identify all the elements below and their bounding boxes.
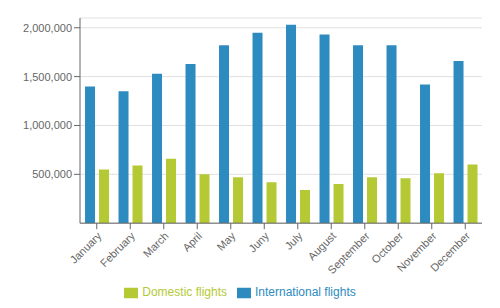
html-text:International flights: International flights bbox=[255, 285, 356, 300]
svg-text:500,000: 500,000 bbox=[32, 168, 72, 180]
svg-text:1,500,000: 1,500,000 bbox=[23, 71, 72, 83]
svg-text:2,000,000: 2,000,000 bbox=[23, 22, 72, 34]
svg-text:July: July bbox=[282, 229, 305, 252]
svg-text:February: February bbox=[98, 229, 138, 269]
svg-text:March: March bbox=[141, 230, 171, 260]
svg-text:August: August bbox=[305, 230, 338, 263]
svg-text:October: October bbox=[369, 229, 406, 266]
svg-text:September: September bbox=[325, 229, 372, 276]
svg-text:April: April bbox=[180, 230, 204, 254]
svg-text:December: December bbox=[428, 229, 473, 274]
svg-text:May: May bbox=[215, 229, 239, 253]
html-text:Domestic flights: Domestic flights bbox=[142, 285, 227, 300]
svg-text:November: November bbox=[394, 229, 439, 274]
svg-text:Juny: Juny bbox=[246, 229, 271, 254]
svg-text:January: January bbox=[67, 229, 104, 266]
svg-text:1,000,000: 1,000,000 bbox=[23, 119, 72, 131]
